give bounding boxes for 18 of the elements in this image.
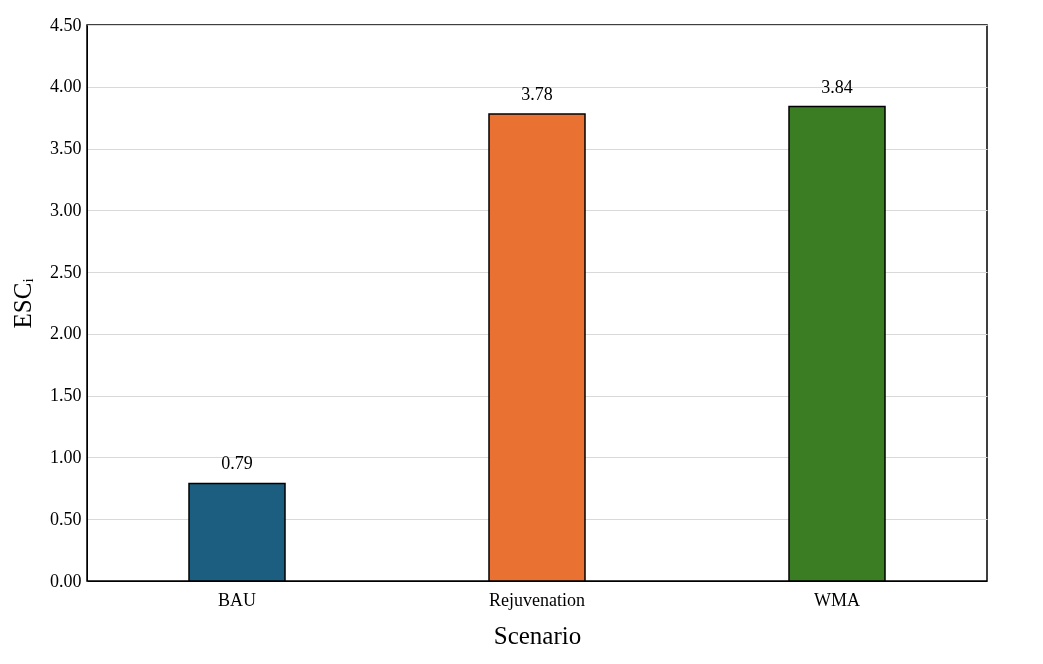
y-tick-label: 2.50 [50, 261, 82, 282]
y-tick-label: 0.50 [50, 508, 82, 529]
y-tick-label: 4.00 [50, 76, 82, 97]
y-tick-label: 0.00 [50, 570, 82, 591]
x-tick-label: WMA [814, 589, 860, 610]
data-label: 3.78 [521, 83, 553, 104]
x-axis-title: Scenario [493, 621, 582, 649]
y-tick-label: 3.50 [50, 138, 82, 159]
y-tick-label: 3.00 [50, 199, 82, 220]
y-tick-label: 1.50 [50, 385, 82, 406]
y-tick-label: 4.50 [50, 14, 82, 35]
y-tick-label: 1.00 [50, 446, 82, 467]
x-tick-label: Rejuvenation [489, 589, 585, 610]
y-axis-title: ESCᵢ [9, 278, 36, 329]
y-tick-label: 2.00 [50, 323, 82, 344]
x-tick-label: BAU [217, 589, 257, 610]
data-label: 0.79 [221, 453, 253, 474]
data-label: 3.84 [821, 76, 853, 97]
